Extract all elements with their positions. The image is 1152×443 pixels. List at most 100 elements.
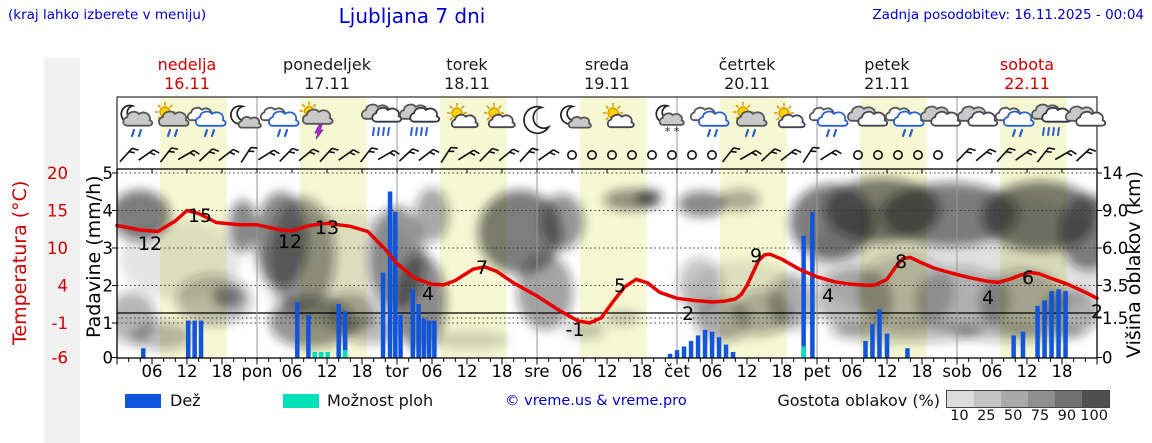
- wind-barb-icon: [218, 148, 240, 162]
- axis-ticks: [112, 169, 1102, 365]
- svg-text:3: 3: [103, 239, 114, 258]
- weather-icon-sun-cloud: [484, 103, 516, 129]
- weather-icon-cloud: [920, 105, 962, 127]
- chart-legend: Dež Možnost ploh © vreme.us & vreme.pro …: [0, 388, 1152, 443]
- weather-icon-cloud-rain: [259, 106, 300, 138]
- wind-barb-icon: [377, 149, 400, 161]
- weather-icons: * *: [120, 101, 1107, 140]
- svg-text:3.5: 3.5: [1102, 277, 1128, 296]
- day-name: sobota: [999, 55, 1055, 74]
- weather-icon-sun-storm: [299, 101, 334, 140]
- weather-icon-cloud: [957, 105, 999, 127]
- svg-text:1.5: 1.5: [1102, 309, 1128, 328]
- calm-wind-icon: [626, 150, 637, 161]
- calm-wind-icon: [912, 150, 923, 161]
- copyright-link[interactable]: © vreme.us & vreme.pro: [505, 393, 687, 409]
- calm-wind-icon: [646, 150, 657, 161]
- wind-barb-icon: [519, 147, 539, 163]
- weather-icon-sun-cloud-rain: [155, 102, 190, 138]
- wind-barb-icon: [739, 149, 762, 161]
- svg-text:18: 18: [492, 362, 513, 381]
- svg-text:tor: tor: [385, 362, 409, 381]
- wind-barb-icon: [457, 149, 480, 161]
- day-date: 22.11: [1004, 74, 1050, 93]
- weather-icon-cloud-rain: [884, 106, 925, 138]
- wind-barb-icon: [138, 149, 160, 161]
- weather-icon-sun-cloud-rain: [733, 102, 768, 138]
- weather-icon-cloud-rain: [994, 106, 1035, 138]
- wind-barb-icon: [996, 147, 1016, 163]
- density-step: [947, 391, 974, 407]
- density-step: [1082, 391, 1109, 407]
- calm-wind-icon: [872, 150, 883, 161]
- day-date: 20.11: [724, 74, 770, 93]
- wind-barb-icon: [1036, 147, 1056, 163]
- day-date: 19.11: [584, 74, 630, 93]
- wind-barb-icon: [338, 149, 360, 161]
- density-tick-label: 100: [1080, 408, 1108, 424]
- day-name: petek: [864, 55, 910, 74]
- svg-text:* *: * *: [665, 125, 680, 138]
- svg-text:18: 18: [212, 362, 233, 381]
- temperature-line: [115, 208, 1099, 325]
- svg-text:5: 5: [103, 164, 114, 183]
- wind-barb-icon: [398, 148, 420, 162]
- wind-barb-icon: [802, 146, 820, 163]
- weather-icon-moon-cloud: [560, 105, 592, 129]
- svg-text:12: 12: [457, 362, 478, 381]
- day-header-row: nedelja 16.11 ponedeljek 17.11 torek 18.11 sre…: [0, 55, 1152, 97]
- weather-icon-rain-heavy: [399, 103, 441, 136]
- density-tick-label: 10: [950, 408, 969, 424]
- density-step: [1055, 391, 1082, 407]
- calm-wind-icon: [706, 150, 717, 161]
- wind-barb-icon: [298, 148, 320, 162]
- svg-text:4: 4: [58, 277, 69, 296]
- density-step: [1028, 391, 1055, 407]
- svg-text:4: 4: [422, 283, 434, 305]
- density-step: [974, 391, 1001, 407]
- svg-text:15: 15: [47, 202, 68, 221]
- svg-text:06: 06: [842, 362, 863, 381]
- weather-icon-cloud-rain: [808, 106, 849, 138]
- wind-barb-icon: [780, 148, 802, 162]
- svg-text:12: 12: [177, 362, 198, 381]
- svg-text:5: 5: [614, 275, 626, 297]
- day-name: sreda: [584, 55, 630, 74]
- svg-text:12: 12: [317, 362, 338, 381]
- density-tick-label: 75: [1030, 408, 1050, 424]
- day-header: nedelja 16.11: [117, 55, 257, 93]
- day-header: četrtek 20.11: [677, 55, 817, 93]
- svg-text:-1: -1: [52, 314, 68, 333]
- day-name: nedelja: [157, 55, 217, 74]
- svg-text:2: 2: [682, 303, 694, 325]
- svg-text:sre: sre: [524, 362, 549, 381]
- day-date: 16.11: [164, 74, 210, 93]
- svg-text:10: 10: [47, 239, 68, 258]
- day-header: sobota 22.11: [957, 55, 1097, 93]
- x-axis-labels: 06 12 18 pon 06 12 18 tor 06 12 18 sre 06 12 18 čet 06 12…: [142, 362, 1073, 381]
- precip-axis-title: Padavine (mm/h): [83, 175, 105, 338]
- svg-text:12: 12: [138, 233, 162, 255]
- svg-text:12: 12: [1017, 362, 1038, 381]
- svg-text:0: 0: [1102, 349, 1113, 368]
- wind-barb-icon: [257, 149, 280, 161]
- wind-barb-icon: [498, 148, 520, 162]
- calm-wind-icon: [892, 150, 903, 161]
- weather-icon-sun-cloud: [447, 103, 479, 129]
- wind-barb-icon: [198, 148, 220, 162]
- weather-icon-cloud-rain: [689, 106, 730, 138]
- precip-tick-labels: 5 4 3 2 1 0: [103, 164, 114, 368]
- wind-barb-icon: [279, 147, 299, 163]
- wind-barb-icon: [1015, 149, 1037, 161]
- cloud-density-ticks: 10 25 50 75 90 100: [946, 408, 1108, 424]
- location-note: (kraj lahko izberete v meniju): [8, 7, 207, 23]
- svg-text:pet: pet: [803, 362, 831, 381]
- wind-barb-icon: [359, 147, 379, 163]
- day-date: 17.11: [304, 74, 350, 93]
- wind-barb-icon: [479, 147, 499, 163]
- temp-axis-title: Temperatura (°C): [9, 181, 31, 346]
- weather-icon-moon-cloud-snow: * *: [655, 104, 685, 138]
- svg-text:12: 12: [737, 362, 758, 381]
